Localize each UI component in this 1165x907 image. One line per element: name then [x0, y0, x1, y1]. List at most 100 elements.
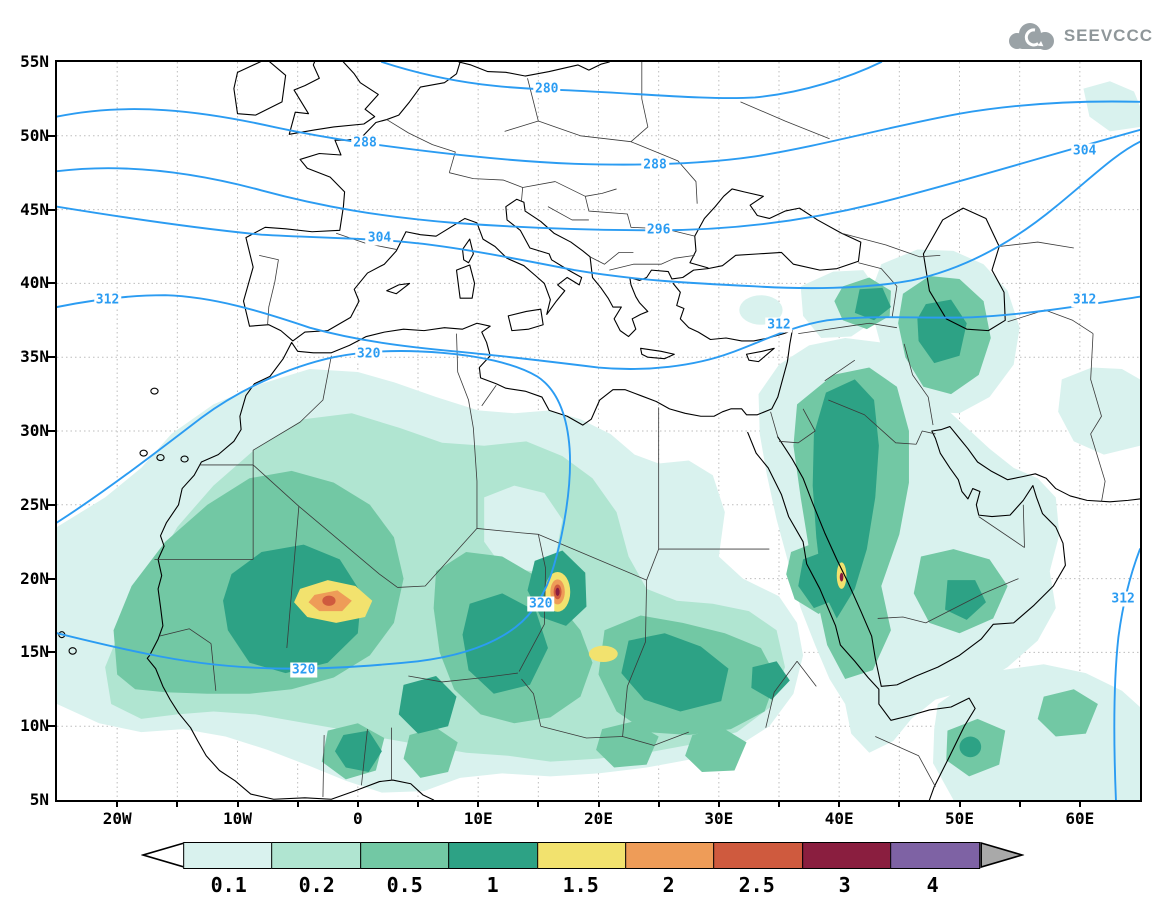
colorbar-box-2	[625, 841, 716, 869]
y-axis-label: 25N	[20, 494, 49, 514]
x-tick	[898, 800, 901, 807]
coastline-ireland	[234, 62, 286, 115]
x-tick	[296, 800, 299, 807]
colorbar-tick-label: 1	[486, 873, 499, 897]
geopotential-contour-label: 280	[533, 81, 561, 97]
colorbar-tick-label: 4	[926, 873, 939, 897]
island-sicily	[508, 309, 543, 330]
geopotential-contour-320	[57, 351, 570, 669]
colorbar-row	[140, 841, 1025, 869]
dust-area	[484, 485, 563, 572]
island-corsica	[463, 239, 474, 263]
x-tick	[537, 800, 540, 807]
dust-area	[1058, 367, 1140, 455]
geopotential-contour-label: 304	[1070, 143, 1099, 159]
island-cyprus	[747, 348, 775, 361]
colorbar-box-0.1	[183, 841, 274, 869]
x-axis-label: 0	[353, 809, 363, 828]
geopotential-contour-label: 312	[93, 292, 122, 308]
coastline-britain	[289, 62, 378, 134]
x-axis-label: 10W	[223, 809, 252, 828]
y-tick	[48, 430, 57, 432]
geopotential-contour-288	[57, 101, 1140, 164]
geopotential-contour-label: 312	[1070, 292, 1099, 308]
geopotential-contour-304	[57, 142, 1140, 288]
forecast-map	[57, 62, 1140, 800]
geopotential-contour-312	[57, 295, 1140, 369]
x-tick	[477, 800, 480, 807]
y-tick	[48, 503, 57, 506]
y-axis-label: 20N	[20, 568, 49, 588]
dust-area	[751, 661, 790, 700]
colorbar-labels: 0.1 0.2 0.5 1 1.5 2 2.5 3 4	[185, 873, 1025, 897]
y-axis-label: 40N	[20, 273, 49, 293]
x-tick	[176, 800, 179, 807]
y-tick	[48, 577, 57, 580]
dust-maximum	[555, 587, 560, 597]
x-axis-label: 10E	[463, 809, 493, 828]
colorbar-tick-label: 3	[838, 873, 851, 897]
y-tick	[48, 282, 57, 285]
y-axis-label: 10N	[20, 716, 49, 736]
geopotential-contour-label: 304	[365, 230, 394, 246]
y-axis-label: 30N	[20, 421, 49, 440]
colorbar-tick-label: 0.1	[210, 873, 247, 897]
geopotential-contour-280	[382, 62, 881, 98]
x-tick	[236, 800, 239, 807]
dust-maximum	[839, 572, 844, 582]
y-tick	[48, 134, 57, 137]
y-axis-label: 45N	[20, 199, 49, 219]
island-capeverde	[69, 648, 76, 654]
x-axis-label: 40E	[824, 809, 854, 828]
coastline-caspian-sea	[923, 208, 1005, 331]
colorbar-tick-label: 2	[662, 873, 675, 897]
island-sardinia	[457, 265, 475, 298]
dust-area	[854, 287, 891, 321]
map-plot-area: 20W 10W 0 10E 20E 30E 40E 50E 60E 55N 50N 45N 40N 35N…	[20, 52, 1142, 828]
dust-maximum	[588, 645, 618, 662]
seevccc-logo: SEEVCCC	[1005, 20, 1153, 52]
colorbar: 0.1 0.2 0.5 1 1.5 2 2.5 3 4	[140, 841, 1025, 897]
colorbar-tick-label: 0.5	[386, 873, 423, 897]
coastline-redsea-africa	[748, 432, 975, 800]
colorbar-box-1	[448, 841, 539, 869]
dust-area	[798, 549, 844, 609]
cloud-logo-icon	[1008, 23, 1054, 50]
colorbar-tick-label: 0.2	[298, 873, 335, 897]
geopotential-contour-label: 320	[289, 662, 318, 678]
logo-text: SEEVCCC	[1063, 26, 1153, 45]
y-axis-label: 50N	[20, 125, 49, 145]
x-tick	[717, 800, 720, 807]
colorbar-box-4	[890, 841, 981, 869]
coastline-baltic	[459, 62, 609, 76]
colorbar-box-2.5	[713, 841, 804, 869]
colorbar-tick-label: 2.5	[738, 873, 775, 897]
y-tick	[48, 208, 57, 211]
x-tick	[778, 800, 780, 807]
coastline-turkey-africa-atlantic	[147, 283, 792, 800]
colorbar-box-0.5	[359, 841, 450, 869]
colorbar-overflow-arrow	[980, 841, 1025, 869]
colorbar-underflow-arrow	[140, 841, 185, 869]
dust-area	[621, 633, 729, 712]
dust-area	[959, 736, 982, 758]
dust-maximum	[322, 595, 336, 606]
coastline-europe-mediterranean	[244, 62, 861, 341]
x-axis-label: 50E	[945, 809, 974, 828]
geopotential-contour-label: 312	[765, 317, 793, 333]
island-crete	[641, 348, 675, 358]
y-tick	[48, 356, 57, 359]
island-canary	[140, 450, 147, 456]
geopotential-contour-label: 288	[641, 157, 669, 173]
dust-area	[1083, 81, 1140, 132]
island-madeira	[151, 388, 158, 394]
geography-layer	[59, 62, 1140, 800]
x-tick	[356, 800, 359, 807]
country-borders-africa	[154, 334, 935, 797]
dust-area	[596, 721, 659, 768]
dust-area	[334, 730, 382, 772]
dust-area	[917, 299, 967, 364]
geopotential-contours	[57, 62, 1140, 800]
y-axis-label: 55N	[20, 52, 49, 71]
